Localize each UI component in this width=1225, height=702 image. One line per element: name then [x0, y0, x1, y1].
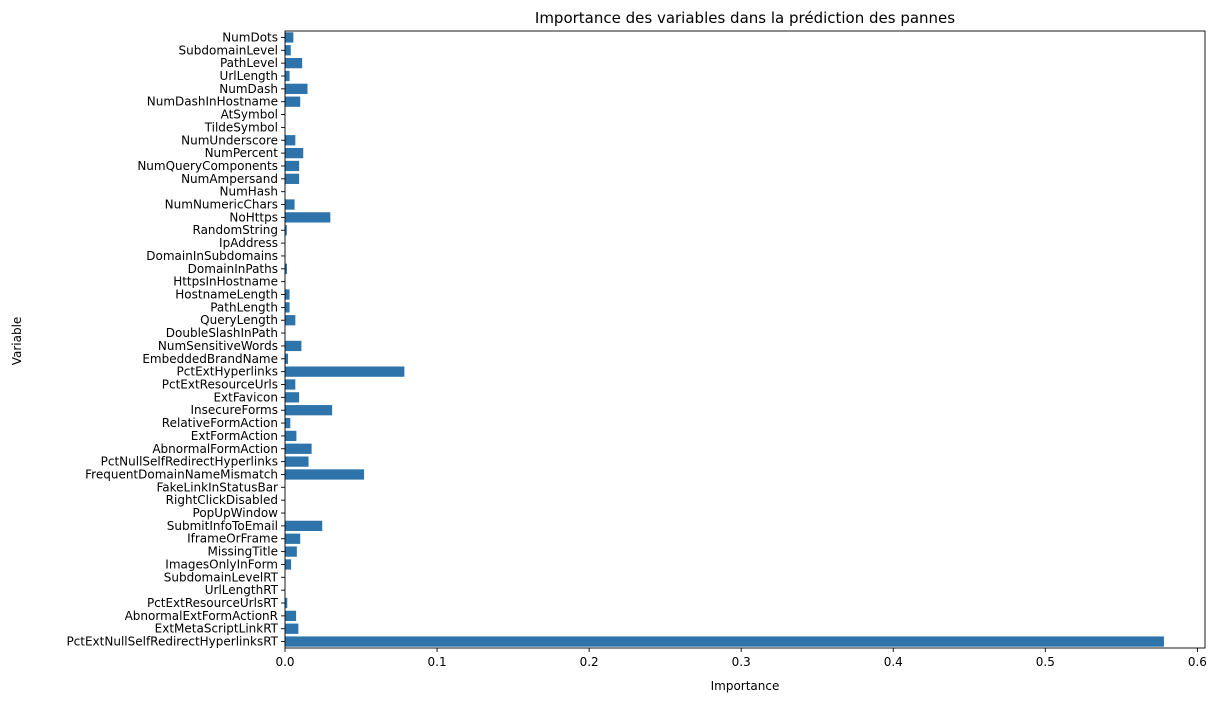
- y-tick-label: NumQueryComponents: [137, 159, 278, 173]
- y-tick-label: HostnameLength: [175, 288, 278, 302]
- y-tick-label: InsecureForms: [190, 403, 278, 417]
- y-tick-label: PctExtResourceUrlsRT: [147, 596, 279, 610]
- y-tick-label: AtSymbol: [221, 108, 278, 122]
- y-tick-label: NoHttps: [229, 210, 278, 224]
- x-tick-label: 0.1: [428, 655, 447, 669]
- bar-SubmitInfoToEmail: [285, 520, 323, 532]
- x-tick-label: 0.5: [1036, 655, 1055, 669]
- y-tick-label: IpAddress: [219, 236, 278, 250]
- y-tick-label: PctExtHyperlinks: [177, 365, 278, 379]
- bar-UrlLength: [285, 70, 290, 82]
- y-tick-label: NumHash: [219, 185, 278, 199]
- bar-FrequentDomainNameMismatch: [285, 469, 365, 480]
- bar-ExtFavicon: [285, 392, 300, 403]
- y-tick-label: QueryLength: [200, 313, 278, 327]
- y-tick-label: FakeLinkInStatusBar: [156, 480, 278, 494]
- bar-EmbeddedBrandName: [285, 353, 289, 364]
- bar-PctExtNullSelfRedirectHyperlinksRT: [285, 636, 1164, 647]
- x-tick-label: 0.3: [732, 655, 751, 669]
- y-tick-label: NumDots: [222, 30, 278, 44]
- bar-PctExtHyperlinks: [285, 366, 405, 377]
- y-tick-label: EmbeddedBrandName: [142, 352, 278, 366]
- y-tick-label: RandomString: [193, 223, 279, 237]
- y-tick-label: DomainInPaths: [188, 262, 278, 276]
- y-tick-label: MissingTitle: [208, 545, 278, 559]
- bar-QueryLength: [285, 315, 296, 326]
- y-tick-label: DomainInSubdomains: [146, 249, 278, 263]
- y-tick-label: HttpsInHostname: [173, 275, 278, 289]
- bar-PctExtResourceUrls: [285, 379, 296, 390]
- y-tick-label: NumDashInHostname: [147, 95, 278, 109]
- bar-AbnormalExtFormActionR: [285, 610, 297, 622]
- y-axis-ticks: NumDotsSubdomainLevelPathLevelUrlLengthN…: [66, 30, 285, 649]
- y-tick-label: FrequentDomainNameMismatch: [85, 467, 278, 481]
- y-tick-label: TildeSymbol: [204, 120, 278, 134]
- x-tick-label: 0.2: [580, 655, 599, 669]
- bar-NumUnderscore: [285, 135, 296, 146]
- y-tick-label: ExtFormAction: [191, 429, 278, 443]
- bar-IframeOrFrame: [285, 533, 301, 544]
- bar-NoHttps: [285, 212, 331, 223]
- bar-MissingTitle: [285, 546, 297, 557]
- y-tick-label: ExtMetaScriptLinkRT: [155, 622, 279, 636]
- y-tick-label: PathLevel: [220, 56, 278, 70]
- bar-NumDashInHostname: [285, 96, 301, 107]
- bar-HostnameLength: [285, 289, 290, 300]
- bars-group: [285, 32, 1164, 647]
- bar-PctNullSelfRedirectHyperlinks: [285, 456, 309, 467]
- bar-InsecureForms: [285, 405, 333, 416]
- bar-NumDash: [285, 83, 308, 94]
- x-tick-label: 0.0: [275, 655, 294, 669]
- bar-PathLevel: [285, 57, 303, 69]
- bar-NumPercent: [285, 147, 304, 159]
- y-tick-label: NumUnderscore: [181, 133, 278, 147]
- y-tick-label: ImagesOnlyInForm: [165, 557, 278, 571]
- y-tick-label: NumSensitiveWords: [158, 339, 278, 353]
- y-tick-label: RelativeFormAction: [162, 416, 278, 430]
- bar-SubdomainLevel: [285, 45, 291, 56]
- y-tick-label: DoubleSlashInPath: [166, 326, 278, 340]
- y-tick-label: SubdomainLevelRT: [164, 570, 279, 584]
- bar-NumQueryComponents: [285, 160, 300, 172]
- bar-NumDots: [285, 32, 294, 43]
- bar-RandomString: [285, 225, 287, 236]
- y-tick-label: UrlLength: [220, 69, 278, 83]
- chart-title: Importance des variables dans la prédict…: [535, 9, 955, 27]
- x-axis-ticks: 0.0 0.1 0.2 0.3 0.4 0.5 0.6: [275, 648, 1207, 669]
- y-tick-label: UrlLengthRT: [205, 583, 279, 597]
- bar-ExtFormAction: [285, 430, 297, 442]
- bar-ExtMetaScriptLinkRT: [285, 623, 299, 634]
- y-tick-label: NumNumericChars: [165, 198, 278, 212]
- y-tick-label: NumDash: [219, 82, 278, 96]
- y-tick-label: PctNullSelfRedirectHyperlinks: [101, 455, 278, 469]
- bar-NumAmpersand: [285, 173, 300, 184]
- bar-PctExtResourceUrlsRT: [285, 597, 288, 609]
- x-tick-label: 0.6: [1188, 655, 1207, 669]
- y-axis-label: Variable: [10, 317, 24, 366]
- y-tick-label: PctExtResourceUrls: [162, 377, 278, 391]
- y-tick-label: AbnormalFormAction: [152, 442, 278, 456]
- y-tick-label: NumPercent: [205, 146, 279, 160]
- y-tick-label: NumAmpersand: [181, 172, 278, 186]
- y-tick-label: PctExtNullSelfRedirectHyperlinksRT: [66, 635, 278, 649]
- bar-NumSensitiveWords: [285, 340, 302, 352]
- bar-DomainInPaths: [285, 263, 287, 274]
- x-tick-label: 0.4: [884, 655, 903, 669]
- bar-RelativeFormAction: [285, 417, 291, 429]
- y-tick-label: AbnormalExtFormActionR: [125, 609, 278, 623]
- x-axis-label: Importance: [711, 679, 780, 693]
- bar-NumNumericChars: [285, 199, 295, 210]
- y-tick-label: RightClickDisabled: [166, 493, 278, 507]
- plot-frame: [284, 30, 1206, 649]
- y-tick-label: SubmitInfoToEmail: [167, 519, 278, 533]
- y-tick-label: ExtFavicon: [213, 390, 278, 404]
- bar-AbnormalFormAction: [285, 443, 312, 454]
- y-tick-label: SubdomainLevel: [179, 43, 278, 57]
- y-tick-label: PopUpWindow: [193, 506, 279, 520]
- bar-PathLength: [285, 302, 290, 313]
- y-tick-label: IframeOrFrame: [187, 532, 278, 546]
- y-tick-label: PathLength: [210, 300, 278, 314]
- bar-ImagesOnlyInForm: [285, 559, 292, 570]
